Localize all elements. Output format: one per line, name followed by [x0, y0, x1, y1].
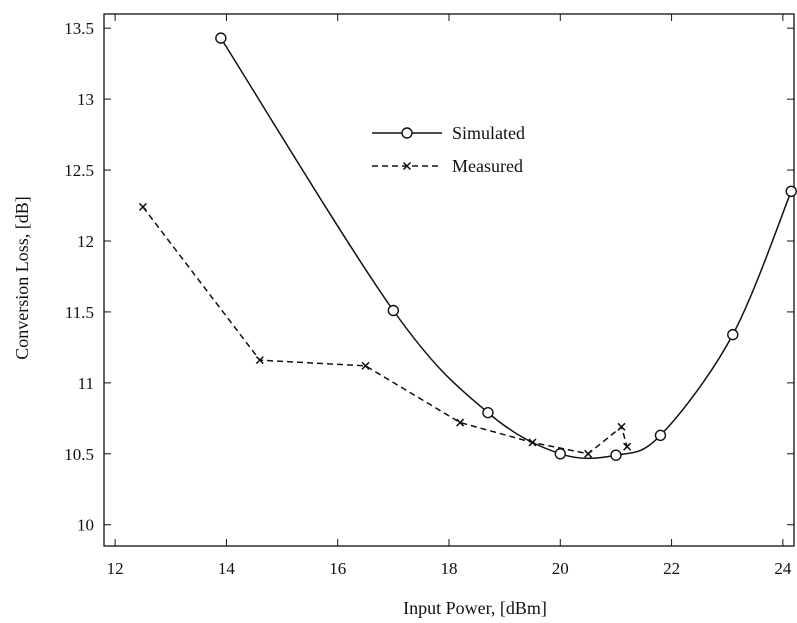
- y-tick-label: 11: [78, 374, 94, 393]
- series-simulated: [215, 32, 797, 461]
- series-layer: [138, 32, 797, 461]
- legend-item-simulated: Simulated: [372, 123, 525, 143]
- data-point: [482, 406, 494, 419]
- x-tick-label: 20: [552, 559, 569, 578]
- x-axis-title: Input Power, [dBm]: [403, 598, 547, 618]
- data-point: [528, 438, 537, 447]
- data-point: [361, 361, 370, 370]
- data-point: [654, 429, 667, 442]
- axis-ticks: 12 14 16 18 20 22 24 10 10.5 11 11.5 12 12.5 13 13.5: [64, 14, 794, 578]
- data-point: [617, 422, 626, 431]
- x-tick-label: 24: [774, 559, 792, 578]
- data-point: [554, 448, 566, 460]
- y-tick-label: 11.5: [65, 303, 94, 322]
- x-tick-label: 12: [107, 559, 124, 578]
- legend-label: Measured: [452, 156, 523, 176]
- data-point: [138, 202, 147, 211]
- y-tick-label: 10.5: [64, 445, 94, 464]
- data-point: [215, 32, 227, 44]
- data-point: [727, 328, 739, 341]
- legend-marker: [402, 161, 412, 171]
- y-tick-label: 13: [77, 90, 94, 109]
- y-tick-label: 12: [77, 232, 94, 251]
- data-point: [584, 449, 593, 458]
- data-point: [610, 449, 622, 461]
- x-tick-label: 18: [441, 559, 458, 578]
- data-point: [785, 185, 797, 198]
- plot-frame: [103, 13, 795, 547]
- legend-item-measured: Measured: [372, 156, 523, 176]
- series-line-measured: [142, 206, 628, 455]
- x-tick-label: 14: [218, 559, 236, 578]
- legend-label: Simulated: [452, 123, 525, 143]
- y-tick-label: 10: [77, 516, 94, 535]
- x-tick-label: 22: [663, 559, 680, 578]
- legend-marker: [401, 127, 413, 139]
- data-point: [623, 442, 632, 451]
- y-axis-title: Conversion Loss, [dB]: [12, 196, 32, 360]
- data-point: [456, 418, 465, 427]
- legend: Simulated Measured: [372, 123, 525, 176]
- data-point: [387, 304, 400, 317]
- y-tick-label: 12.5: [64, 161, 94, 180]
- series-measured: [138, 202, 632, 458]
- y-tick-label: 13.5: [64, 19, 94, 38]
- data-point: [255, 356, 264, 365]
- x-tick-label: 16: [329, 559, 346, 578]
- series-line-simulated: [220, 37, 792, 460]
